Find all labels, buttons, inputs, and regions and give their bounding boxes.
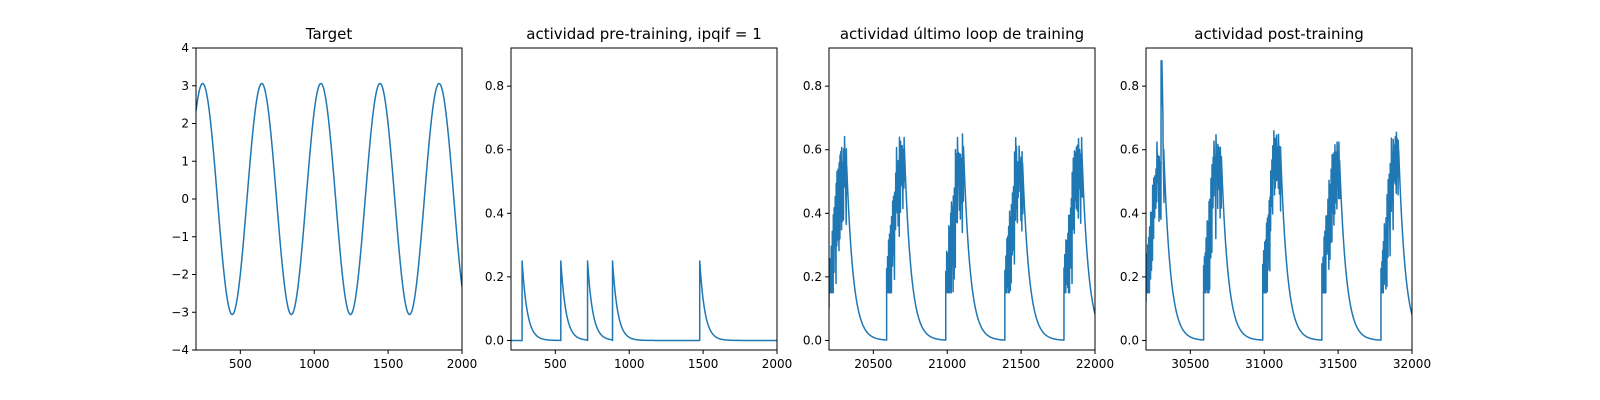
panel-pre-training: actividad pre-training, ipqif = 1 500 100… — [485, 25, 792, 371]
y-tick-label: 1 — [181, 154, 189, 168]
x-tick-label: 20500 — [854, 357, 892, 371]
y-tick-label: 0.2 — [1120, 270, 1139, 284]
x-tick-label: 1000 — [299, 357, 330, 371]
x-tick-label: 2000 — [447, 357, 478, 371]
panel-title: actividad último loop de training — [840, 25, 1084, 43]
y-tick-label: 0.6 — [803, 143, 822, 157]
series-line — [511, 260, 777, 342]
panel-title: actividad post-training — [1194, 25, 1363, 43]
x-tick-label: 1000 — [614, 357, 645, 371]
y-tick-label: −4 — [171, 343, 189, 357]
axes-frame — [1145, 47, 1413, 351]
panel-title: actividad pre-training, ipqif = 1 — [526, 25, 762, 43]
y-tick-label: −2 — [171, 268, 189, 282]
y-tick-label: 4 — [181, 41, 189, 55]
y-tick-label: 0.2 — [803, 270, 822, 284]
x-tick-label: 31500 — [1319, 357, 1357, 371]
x-tick-label: 30500 — [1171, 357, 1209, 371]
series-line — [829, 133, 1095, 341]
x-tick-label: 1500 — [688, 357, 719, 371]
y-tick-label: 0.6 — [485, 143, 504, 157]
y-tick-label: 0.0 — [485, 333, 504, 347]
y-tick-label: 0.0 — [803, 333, 822, 347]
y-tick-label: 0.8 — [803, 79, 822, 93]
y-tick-label: 0.8 — [1120, 79, 1139, 93]
x-tick-label: 1500 — [373, 357, 404, 371]
x-tick-label: 22000 — [1076, 357, 1114, 371]
x-tick-label: 31000 — [1245, 357, 1283, 371]
series-line — [196, 82, 462, 316]
x-tick-label: 21500 — [1002, 357, 1040, 371]
y-tick-label: 0.4 — [485, 206, 504, 220]
y-tick-label: 0.4 — [1120, 206, 1139, 220]
panel-last-training-loop: actividad último loop de training 20500 2… — [803, 25, 1114, 371]
x-tick-label: 500 — [229, 357, 252, 371]
x-tick-label: 21000 — [928, 357, 966, 371]
axes-frame — [510, 47, 778, 351]
y-tick-label: 0.6 — [1120, 143, 1139, 157]
x-tick-label: 2000 — [762, 357, 793, 371]
series-line — [1146, 59, 1412, 341]
panel-target: Target 500 1000 1500 2000 −4 −3 −2 −1 0 1 2 3 4 — [171, 25, 477, 371]
panel-post-training: actividad post-training 30500 31000 31500 3… — [1120, 25, 1431, 371]
y-tick-label: 0.2 — [485, 270, 504, 284]
y-tick-label: 0.4 — [803, 206, 822, 220]
x-tick-label: 32000 — [1393, 357, 1431, 371]
y-tick-label: 3 — [181, 79, 189, 93]
y-tick-label: 0.0 — [1120, 333, 1139, 347]
panel-title: Target — [305, 25, 353, 43]
x-tick-label: 500 — [544, 357, 567, 371]
y-tick-label: −1 — [171, 230, 189, 244]
y-tick-label: 2 — [181, 117, 189, 131]
y-tick-label: 0.8 — [485, 79, 504, 93]
axes-frame — [828, 47, 1096, 351]
y-tick-label: −3 — [171, 305, 189, 319]
y-tick-label: 0 — [181, 192, 189, 206]
